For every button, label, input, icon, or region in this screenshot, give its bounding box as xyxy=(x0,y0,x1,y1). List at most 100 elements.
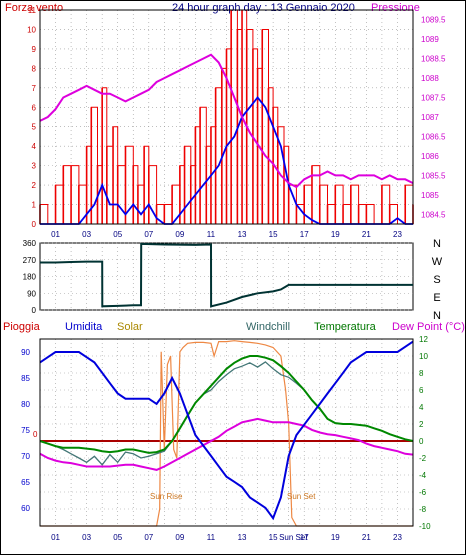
x-tick-label: 03 xyxy=(82,230,91,239)
pressure-line xyxy=(39,53,414,189)
x-tick-label: 09 xyxy=(175,533,184,542)
x-tick-label: 07 xyxy=(144,230,153,239)
humidity-tick-label: 70 xyxy=(21,452,30,461)
humidity-tick-label: 75 xyxy=(21,426,30,435)
pressure-tick-label: 1087.5 xyxy=(421,94,446,103)
compass-label: W xyxy=(432,256,443,268)
direction-tick-label: 0 xyxy=(32,306,37,315)
pressure-tick-label: 1087 xyxy=(421,113,439,122)
gust-line xyxy=(40,9,414,225)
x-tick-label: 15 xyxy=(269,533,278,542)
wind-tick-label: 0 xyxy=(32,220,37,229)
direction-tick-label: 90 xyxy=(27,289,36,298)
humidity-label: Umidita xyxy=(65,321,103,333)
pressure-tick-label: 1084.5 xyxy=(421,210,446,219)
x-tick-label: 03 xyxy=(82,533,91,542)
temp-panel-frame xyxy=(39,338,414,527)
wind-tick-label: 7 xyxy=(32,84,37,93)
wind-tick-label: 6 xyxy=(32,103,37,112)
wind-direction-line xyxy=(40,242,413,308)
pressure-tick-label: 1089 xyxy=(421,35,439,44)
x-tick-label: 01 xyxy=(51,533,60,542)
solar-label: Solar xyxy=(117,321,143,333)
x-tick-label: 05 xyxy=(113,230,122,239)
x-tick-label: 17 xyxy=(300,230,309,239)
humidity-line xyxy=(39,340,414,521)
x-tick-label: 21 xyxy=(362,230,371,239)
pressure-tick-label: 1086 xyxy=(421,152,439,161)
compass-label: N xyxy=(433,310,441,322)
temperature-tick-label: 4 xyxy=(419,403,424,412)
humidity-tick-label: 85 xyxy=(21,374,30,383)
x-tick-label: 17 xyxy=(300,533,309,542)
sun-set-axis-label: Sun Set xyxy=(279,533,308,542)
rain-zero-marker: 0 xyxy=(33,430,38,439)
dewpoint-label: Dew Point (°C) xyxy=(392,321,465,333)
x-tick-label: 13 xyxy=(238,533,247,542)
compass-label: S xyxy=(433,274,440,286)
temperature-axis-ticks: -10 -8 -6 -4 -2 0 2 4 6 8 10 12 xyxy=(419,335,431,531)
wind-tick-label: 2 xyxy=(32,181,37,190)
wind-panel-frame xyxy=(39,9,414,225)
pressure-tick-label: 1089.5 xyxy=(421,16,446,25)
x-tick-label: 23 xyxy=(393,230,402,239)
humidity-tick-label: 60 xyxy=(21,504,30,513)
temperature-tick-label: -6 xyxy=(419,488,427,497)
humidity-axis-ticks: 60 65 70 75 80 85 90 xyxy=(21,348,30,513)
direction-axis-ticks: 0 90 180 270 360 xyxy=(23,239,37,315)
sun-rise-label: Sun Rise xyxy=(150,492,183,501)
temperature-tick-label: 2 xyxy=(419,420,424,429)
wind-tick-label: 1 xyxy=(32,201,37,210)
temperature-label: Temperatura xyxy=(314,321,377,333)
temperature-tick-label: 0 xyxy=(419,437,424,446)
pressure-tick-label: 1085 xyxy=(421,191,439,200)
humidity-tick-label: 65 xyxy=(21,478,30,487)
wind-tick-label: 8 xyxy=(32,64,37,73)
x-tick-label: 09 xyxy=(175,230,184,239)
compass-label: E xyxy=(433,292,440,304)
pressure-tick-label: 1088 xyxy=(421,74,439,83)
wind-x-ticks: 01 03 05 07 09 11 13 15 17 19 21 23 xyxy=(51,230,402,239)
temp-panel-lines xyxy=(39,340,414,527)
direction-tick-label: 180 xyxy=(23,273,37,282)
x-tick-label: 05 xyxy=(113,533,122,542)
x-tick-label: 19 xyxy=(331,230,340,239)
x-tick-label: 21 xyxy=(362,533,371,542)
x-tick-label: 23 xyxy=(393,533,402,542)
temperature-tick-label: -2 xyxy=(419,454,427,463)
pressure-axis-ticks: 1084.5 1085 1085.5 1086 1086.5 1087 1087.5 1088… xyxy=(421,16,446,220)
solar-line xyxy=(40,340,413,527)
direction-panel-lines xyxy=(40,242,413,308)
temperature-tick-label: -4 xyxy=(419,471,427,480)
dewpoint-line xyxy=(39,417,414,471)
wind-tick-label: 10 xyxy=(27,25,36,34)
humidity-tick-label: 90 xyxy=(21,348,30,357)
pressure-tick-label: 1085.5 xyxy=(421,171,446,180)
wind-tick-label: 4 xyxy=(32,142,37,151)
humidity-tick-label: 80 xyxy=(21,400,30,409)
wind-series-label: Forza vento xyxy=(5,2,63,14)
temp-x-ticks: 01 03 05 07 09 11 13 15 17 19 21 23 Sun Set xyxy=(51,533,402,542)
x-tick-label: 01 xyxy=(51,230,60,239)
x-tick-label: 07 xyxy=(144,533,153,542)
x-tick-label: 15 xyxy=(269,230,278,239)
pressure-tick-label: 1088.5 xyxy=(421,55,446,64)
x-tick-label: 11 xyxy=(207,533,216,542)
sun-set-label: Sun Set xyxy=(287,492,316,501)
wind-tick-label: 3 xyxy=(32,162,37,171)
x-tick-label: 19 xyxy=(331,533,340,542)
pressure-tick-label: 1086.5 xyxy=(421,132,446,141)
rain-label: Pioggia xyxy=(3,321,41,333)
temperature-tick-label: 8 xyxy=(419,369,424,378)
temperature-line xyxy=(39,355,414,454)
wind-tick-label: 5 xyxy=(32,123,37,132)
x-tick-label: 11 xyxy=(207,230,216,239)
temperature-tick-label: 12 xyxy=(419,335,428,344)
compass-label: N xyxy=(433,238,441,250)
wind-axis-ticks: 0 1 2 3 4 5 6 7 8 9 10 11 xyxy=(27,6,36,229)
windchill-label: Windchill xyxy=(246,321,290,333)
temperature-tick-label: -8 xyxy=(419,505,427,514)
